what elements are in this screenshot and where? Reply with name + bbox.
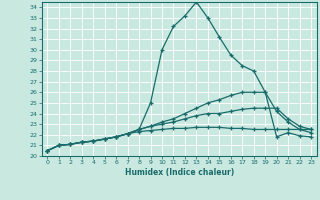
X-axis label: Humidex (Indice chaleur): Humidex (Indice chaleur) bbox=[124, 168, 234, 177]
